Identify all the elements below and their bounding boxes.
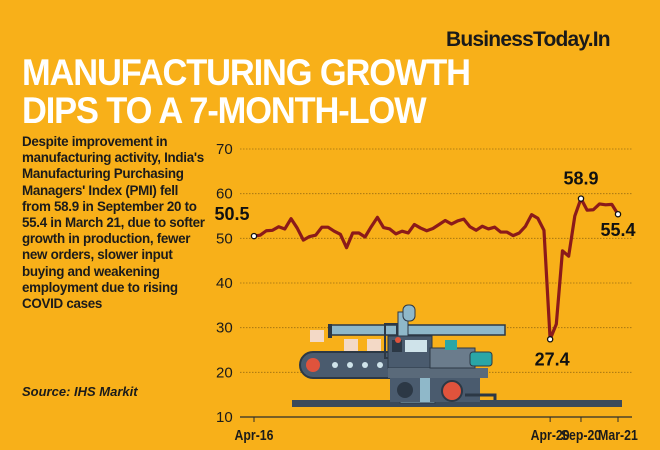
y-tick-label: 70 xyxy=(216,141,233,158)
y-tick-label: 60 xyxy=(216,186,233,203)
headline: MANUFACTURING GROWTH DIPS TO A 7-MONTH-L… xyxy=(22,52,471,131)
data-point-marker xyxy=(614,210,622,218)
data-label: 27.4 xyxy=(535,349,570,369)
y-tick-label: 20 xyxy=(216,364,233,381)
brand-logo: BusinessToday.In xyxy=(446,28,611,51)
x-tick-label: Mar-21 xyxy=(598,427,638,443)
headline-line-1: MANUFACTURING GROWTH xyxy=(22,52,471,93)
y-tick-label: 50 xyxy=(216,230,233,247)
x-tick-label: Apr-16 xyxy=(235,427,274,443)
y-tick-label: 10 xyxy=(216,409,233,426)
y-tick-label: 40 xyxy=(216,275,233,292)
y-tick-label: 30 xyxy=(216,320,233,337)
factory-machine-illustration xyxy=(292,304,622,407)
data-point-marker xyxy=(250,232,258,240)
x-tick-label: Sep-20 xyxy=(561,427,602,443)
data-label: 55.4 xyxy=(600,220,635,240)
description: Despite improvement in manufacturing act… xyxy=(22,134,205,312)
data-label: 58.9 xyxy=(563,169,598,189)
data-markers: 50.5 27.4 58.9 55.4 xyxy=(214,169,635,370)
pmi-series-line xyxy=(253,196,620,341)
data-point-marker xyxy=(546,336,554,343)
data-point-marker xyxy=(577,195,585,202)
source-note: Source: IHS Markit xyxy=(22,384,138,399)
headline-line-2: DIPS TO A 7-MONTH-LOW xyxy=(22,90,427,131)
data-label: 50.5 xyxy=(214,204,249,224)
x-tick-label: Apr-20 xyxy=(531,427,570,443)
